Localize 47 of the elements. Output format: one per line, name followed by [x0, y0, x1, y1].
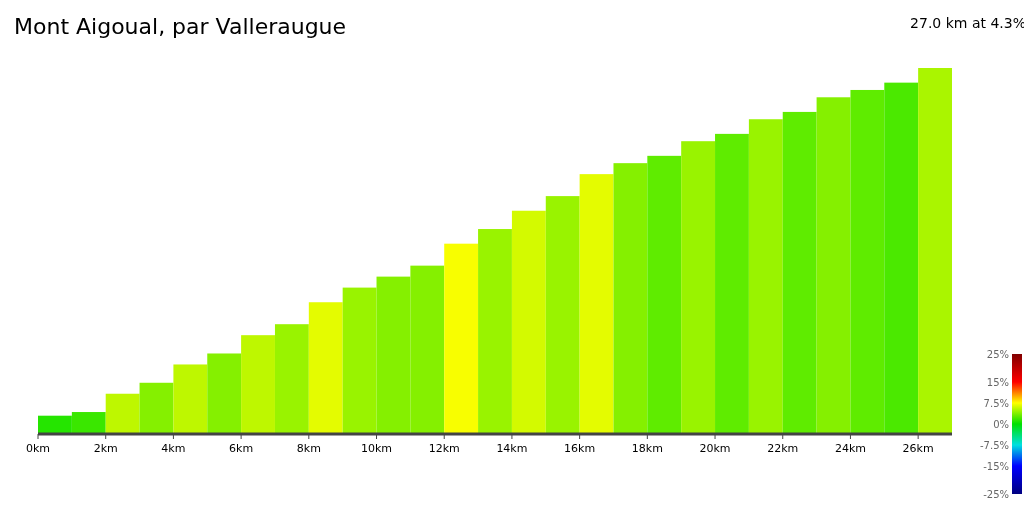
bar — [613, 163, 648, 434]
bar — [139, 382, 174, 434]
x-tick-label: 26km — [902, 442, 934, 455]
chart-title: Mont Aigoual, par Valleraugue — [14, 14, 347, 39]
bar — [241, 335, 275, 434]
x-tick-label: 24km — [834, 442, 866, 455]
bar — [850, 89, 885, 434]
bar — [478, 229, 512, 434]
bar — [545, 196, 580, 434]
color-bar-label: 7.5% — [983, 398, 1009, 409]
bar — [444, 243, 479, 434]
color-bar-label: -25% — [983, 489, 1009, 500]
x-tick-label: 0km — [25, 442, 51, 455]
bar — [681, 141, 716, 434]
color-bar-label: -15% — [983, 461, 1009, 472]
bar — [511, 210, 546, 434]
bar — [274, 324, 309, 434]
bar — [647, 155, 682, 434]
x-tick-label: 22km — [767, 442, 799, 455]
bar — [715, 133, 749, 434]
x-tick-label: 2km — [93, 442, 118, 455]
bar — [207, 353, 242, 434]
bar — [173, 364, 208, 434]
x-tick-label: 20km — [699, 442, 731, 455]
bar — [816, 97, 851, 434]
x-tick-label: 18km — [631, 442, 663, 455]
color-bar-label: 0% — [993, 419, 1009, 430]
bar — [918, 68, 952, 434]
bar — [342, 287, 377, 434]
color-bar-label: 15% — [986, 377, 1009, 388]
bar — [748, 119, 783, 434]
bar — [782, 111, 817, 434]
x-tick-label: 10km — [360, 442, 393, 455]
x-tick-label: 16km — [564, 442, 596, 455]
color-bar-label: -7.5% — [979, 440, 1009, 451]
bar — [579, 174, 614, 434]
x-tick-label: 14km — [496, 442, 528, 455]
bar — [105, 393, 140, 434]
x-tick-label: 6km — [229, 442, 254, 455]
bar — [884, 82, 919, 434]
bar — [38, 415, 72, 434]
bar — [308, 302, 343, 434]
bar — [71, 412, 106, 434]
color-bar-label: 25% — [986, 349, 1009, 360]
x-tick-label: 8km — [296, 442, 321, 455]
x-tick-label: 4km — [161, 442, 186, 455]
x-tick-label: 12km — [428, 442, 460, 455]
